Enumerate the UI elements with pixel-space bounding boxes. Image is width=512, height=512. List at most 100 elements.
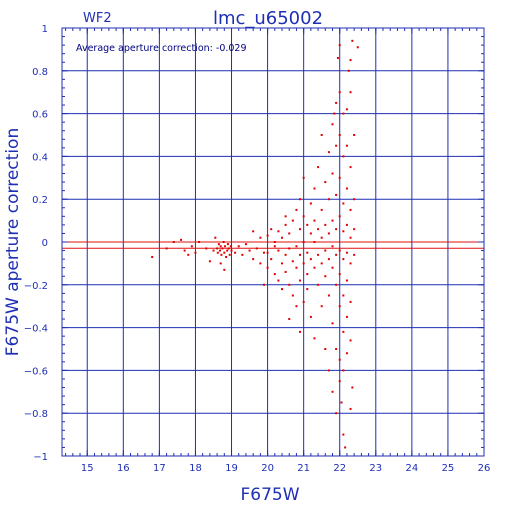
data-point <box>248 249 251 252</box>
data-point <box>331 172 334 175</box>
data-point <box>335 348 338 350</box>
data-point <box>259 236 262 239</box>
data-points <box>151 39 359 449</box>
y-tick-label: 0.2 <box>32 195 48 206</box>
data-point <box>237 245 240 248</box>
data-point <box>349 208 352 211</box>
grid-lines <box>62 28 484 456</box>
data-point <box>320 236 323 239</box>
data-point <box>291 294 294 297</box>
data-point <box>356 46 359 49</box>
y-axis-label: F675W aperture correction <box>3 128 23 356</box>
data-point <box>351 39 354 42</box>
data-point <box>277 230 280 233</box>
data-point <box>262 251 265 254</box>
data-point <box>266 266 269 269</box>
data-point <box>336 56 339 59</box>
data-point <box>302 300 305 303</box>
chart-title: lmc_u65002 <box>213 8 323 29</box>
data-point <box>295 266 298 269</box>
data-point <box>299 330 302 333</box>
data-point <box>345 251 348 254</box>
data-point <box>151 255 154 258</box>
data-point <box>288 283 291 286</box>
data-point <box>324 223 327 226</box>
data-point <box>259 262 262 265</box>
data-point <box>309 315 312 318</box>
data-point <box>342 230 345 233</box>
data-point <box>335 228 338 231</box>
data-point <box>353 253 356 256</box>
data-point <box>335 283 338 286</box>
y-tick-label: −0.2 <box>24 281 48 292</box>
data-point <box>349 339 352 342</box>
x-tick-label: 25 <box>442 463 455 474</box>
y-tick-label: 0.6 <box>32 110 48 121</box>
x-axis-label: F675W <box>240 485 299 505</box>
data-point <box>335 101 338 104</box>
y-tick-label: −0.4 <box>24 324 48 335</box>
data-point <box>327 198 330 201</box>
data-point <box>221 247 224 250</box>
x-tick-label: 22 <box>333 463 346 474</box>
data-point <box>288 318 291 321</box>
data-point <box>241 253 244 256</box>
data-point <box>344 446 347 449</box>
data-point <box>234 251 237 254</box>
data-point <box>342 202 345 205</box>
data-point <box>299 228 302 231</box>
data-point <box>333 112 336 115</box>
data-point <box>324 348 327 350</box>
data-point <box>281 236 284 239</box>
data-point <box>342 330 345 333</box>
data-point <box>190 245 193 248</box>
data-point <box>224 245 227 248</box>
data-point <box>345 223 348 226</box>
average-annotation: Average aperture correction: -0.029 <box>76 43 247 54</box>
data-point <box>302 176 305 179</box>
data-point <box>273 273 276 276</box>
x-tick-label: 20 <box>261 463 274 474</box>
data-point <box>317 228 320 231</box>
data-point <box>281 288 284 291</box>
data-point <box>226 249 229 252</box>
data-point <box>331 266 334 269</box>
data-point <box>313 266 316 269</box>
data-point <box>252 258 255 261</box>
data-point <box>187 253 190 256</box>
data-point <box>353 198 356 201</box>
tick-marks <box>62 27 485 457</box>
data-point <box>353 228 356 231</box>
data-point <box>342 433 345 436</box>
data-point <box>317 283 320 286</box>
data-point <box>338 176 341 179</box>
data-point <box>172 241 175 243</box>
data-point <box>284 270 287 273</box>
data-point <box>225 255 228 258</box>
data-point <box>345 279 348 282</box>
data-point <box>270 258 273 261</box>
data-point <box>306 251 309 254</box>
data-point <box>327 369 330 372</box>
data-point <box>320 208 323 211</box>
data-point <box>327 151 330 154</box>
x-tick-label: 16 <box>117 463 130 474</box>
data-point <box>262 283 265 286</box>
data-point <box>180 238 183 241</box>
data-point <box>306 288 309 291</box>
data-point <box>306 273 309 276</box>
data-point <box>266 251 269 254</box>
data-point <box>349 262 352 265</box>
data-point <box>291 260 294 263</box>
reference-lines <box>62 241 484 249</box>
data-point <box>309 232 312 235</box>
data-point <box>218 249 221 252</box>
data-point <box>223 251 226 254</box>
data-point <box>345 315 348 318</box>
data-point <box>194 251 197 254</box>
data-point <box>288 232 291 235</box>
x-tick-label: 19 <box>225 463 238 474</box>
data-point <box>327 294 330 297</box>
data-point <box>299 279 302 282</box>
